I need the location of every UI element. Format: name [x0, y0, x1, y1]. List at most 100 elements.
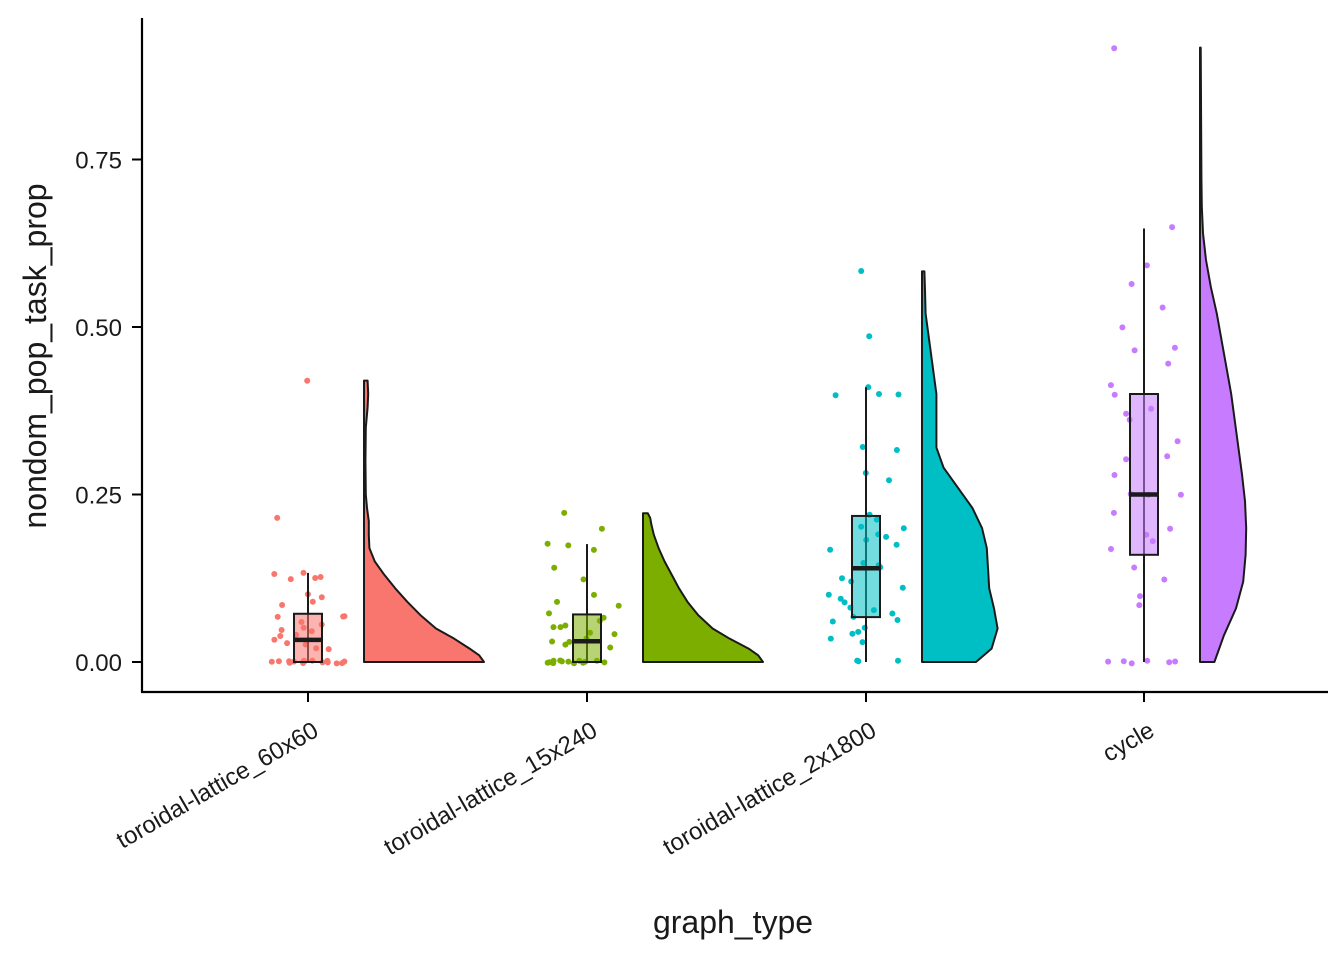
data-point — [271, 636, 278, 643]
data-point — [271, 571, 278, 577]
data-point — [590, 546, 597, 553]
data-point — [900, 525, 907, 532]
data-point — [550, 624, 557, 631]
plot-marks — [268, 45, 1248, 667]
box-iqr — [572, 613, 602, 663]
data-point — [565, 542, 572, 549]
data-point — [1123, 410, 1130, 417]
data-point — [849, 630, 856, 637]
data-point — [1171, 344, 1178, 351]
data-point — [825, 591, 832, 598]
data-point — [827, 635, 834, 642]
data-point — [562, 622, 569, 629]
data-point — [829, 618, 836, 625]
data-point — [841, 599, 848, 606]
data-point — [832, 392, 839, 399]
data-point — [551, 564, 558, 571]
data-point — [1136, 602, 1143, 609]
x-axis-ticks: toroidal-lattice_60x60 toroidal-lattice_1… — [112, 692, 1159, 861]
y-tick-label: 0.50 — [75, 315, 122, 342]
data-point — [883, 533, 890, 540]
data-point — [546, 610, 552, 617]
data-point — [554, 598, 560, 605]
data-point — [558, 658, 565, 665]
data-point — [895, 391, 902, 398]
y-tick-label: 0.00 — [75, 650, 122, 677]
data-point — [274, 613, 281, 620]
violin-half — [363, 379, 485, 663]
data-point — [837, 595, 844, 602]
data-point — [1128, 281, 1135, 287]
data-point — [279, 602, 286, 608]
data-point — [1164, 453, 1171, 460]
y-tick-label: 0.75 — [75, 148, 122, 175]
data-point — [284, 640, 291, 647]
data-point — [312, 575, 319, 581]
data-point — [341, 613, 348, 620]
data-point — [889, 610, 896, 617]
data-point — [325, 646, 332, 653]
data-point — [859, 444, 866, 450]
data-point — [317, 574, 324, 580]
data-point — [1120, 658, 1127, 665]
data-point — [318, 594, 325, 601]
data-point — [304, 377, 311, 384]
data-point — [895, 657, 901, 664]
data-point — [339, 660, 346, 667]
data-point — [854, 657, 861, 664]
data-point — [1123, 456, 1130, 463]
data-point — [876, 391, 882, 397]
data-point — [1111, 391, 1118, 398]
data-point — [1167, 525, 1174, 532]
data-point — [274, 514, 281, 521]
data-point — [598, 525, 605, 532]
data-point — [1143, 262, 1150, 269]
data-point — [580, 576, 587, 583]
data-point — [562, 641, 569, 648]
data-point — [855, 628, 862, 635]
x-axis-title: graph_type — [653, 904, 813, 940]
data-point — [1172, 658, 1179, 665]
data-point — [607, 644, 614, 651]
data-point — [839, 575, 845, 582]
data-point — [324, 659, 331, 666]
y-tick-label: 0.25 — [75, 483, 122, 510]
data-point — [546, 659, 553, 666]
data-point — [1128, 660, 1135, 667]
data-point — [894, 617, 901, 623]
data-point — [557, 624, 564, 631]
data-point — [1111, 472, 1118, 478]
data-point — [300, 569, 307, 576]
data-point — [1131, 564, 1138, 571]
x-tick-label: cycle — [1098, 717, 1159, 768]
y-axis-title: nondom_pop_task_prop — [17, 183, 53, 528]
data-point — [1144, 657, 1151, 664]
data-point — [1110, 509, 1117, 516]
data-point — [591, 591, 597, 598]
data-point — [893, 541, 900, 548]
data-point — [893, 447, 900, 453]
data-point — [1137, 593, 1143, 600]
data-point — [1131, 347, 1138, 354]
data-point — [1169, 224, 1176, 231]
data-point — [277, 633, 284, 639]
data-point — [827, 546, 834, 553]
data-point — [278, 627, 285, 633]
box-iqr — [1129, 393, 1159, 556]
x-tick-label: toroidal-lattice_2x1800 — [658, 717, 881, 861]
violin-half — [921, 270, 999, 663]
data-point — [1111, 45, 1118, 52]
data-point — [549, 638, 556, 645]
data-point — [1107, 382, 1114, 389]
data-point — [859, 639, 866, 646]
data-point — [275, 658, 282, 665]
data-point — [333, 660, 340, 667]
data-point — [1174, 438, 1181, 445]
data-point — [1166, 659, 1173, 666]
data-point — [561, 509, 568, 516]
data-point — [1177, 491, 1184, 498]
data-point — [1119, 324, 1126, 331]
data-point — [268, 658, 275, 665]
data-point — [565, 658, 572, 665]
